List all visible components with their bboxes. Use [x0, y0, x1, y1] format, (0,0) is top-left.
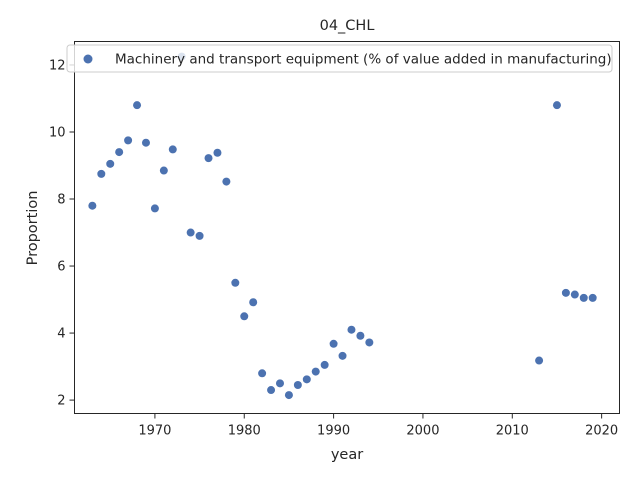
y-tick-label: 2 [57, 394, 65, 409]
y-axis: 2 4 6 8 10 12 [49, 58, 75, 409]
y-tick-label: 10 [49, 125, 66, 140]
y-tick-label: 12 [49, 58, 66, 73]
data-point [320, 360, 329, 369]
y-tick-label: 6 [57, 260, 65, 275]
data-point [124, 136, 133, 145]
data-point [195, 231, 204, 240]
data-point [329, 339, 338, 348]
data-point [347, 325, 356, 334]
x-tick-label: 2020 [585, 424, 618, 439]
data-point [311, 367, 320, 376]
data-point [222, 177, 231, 186]
data-point [150, 204, 159, 213]
data-point [570, 290, 579, 299]
y-tick-label: 4 [57, 327, 65, 342]
legend-label: Machinery and transport equipment (% of … [115, 52, 612, 68]
data-point [588, 293, 597, 302]
data-point [240, 312, 249, 321]
data-point [159, 166, 168, 175]
x-tick-label: 1990 [317, 424, 350, 439]
data-point [258, 369, 267, 378]
x-tick-label: 1980 [228, 424, 261, 439]
x-tick-label: 2010 [496, 424, 529, 439]
x-axis-label: year [331, 447, 363, 463]
data-point [231, 278, 240, 287]
data-point [186, 228, 195, 237]
data-point [267, 386, 276, 395]
data-point [249, 298, 258, 307]
data-point [88, 201, 97, 210]
data-point [213, 148, 222, 157]
data-point [302, 375, 311, 384]
data-point [133, 101, 142, 110]
x-axis: 1970 1980 1990 2000 2010 2020 [138, 413, 618, 439]
data-point [356, 331, 365, 340]
x-tick-label: 2000 [406, 424, 439, 439]
data-point [115, 148, 124, 157]
data-point [293, 381, 302, 390]
data-point [284, 391, 293, 400]
legend: Machinery and transport equipment (% of … [66, 44, 613, 73]
data-point [97, 169, 106, 178]
data-point [579, 293, 588, 302]
legend-marker [83, 54, 93, 64]
x-tick-label: 1970 [138, 424, 171, 439]
data-point [535, 356, 544, 365]
data-point [275, 379, 284, 388]
data-point [141, 138, 150, 147]
data-point [552, 101, 561, 110]
chart-title: 04_CHL [320, 18, 375, 34]
data-point [338, 351, 347, 360]
legend-box [66, 44, 613, 73]
data-point [561, 288, 570, 297]
data-points [88, 52, 597, 400]
y-tick-label: 8 [57, 193, 65, 208]
data-point [106, 159, 115, 168]
data-point [365, 338, 374, 347]
data-point [204, 154, 213, 163]
data-point [168, 145, 177, 154]
y-axis-label: Proportion [25, 191, 41, 266]
plot-area [74, 41, 620, 414]
